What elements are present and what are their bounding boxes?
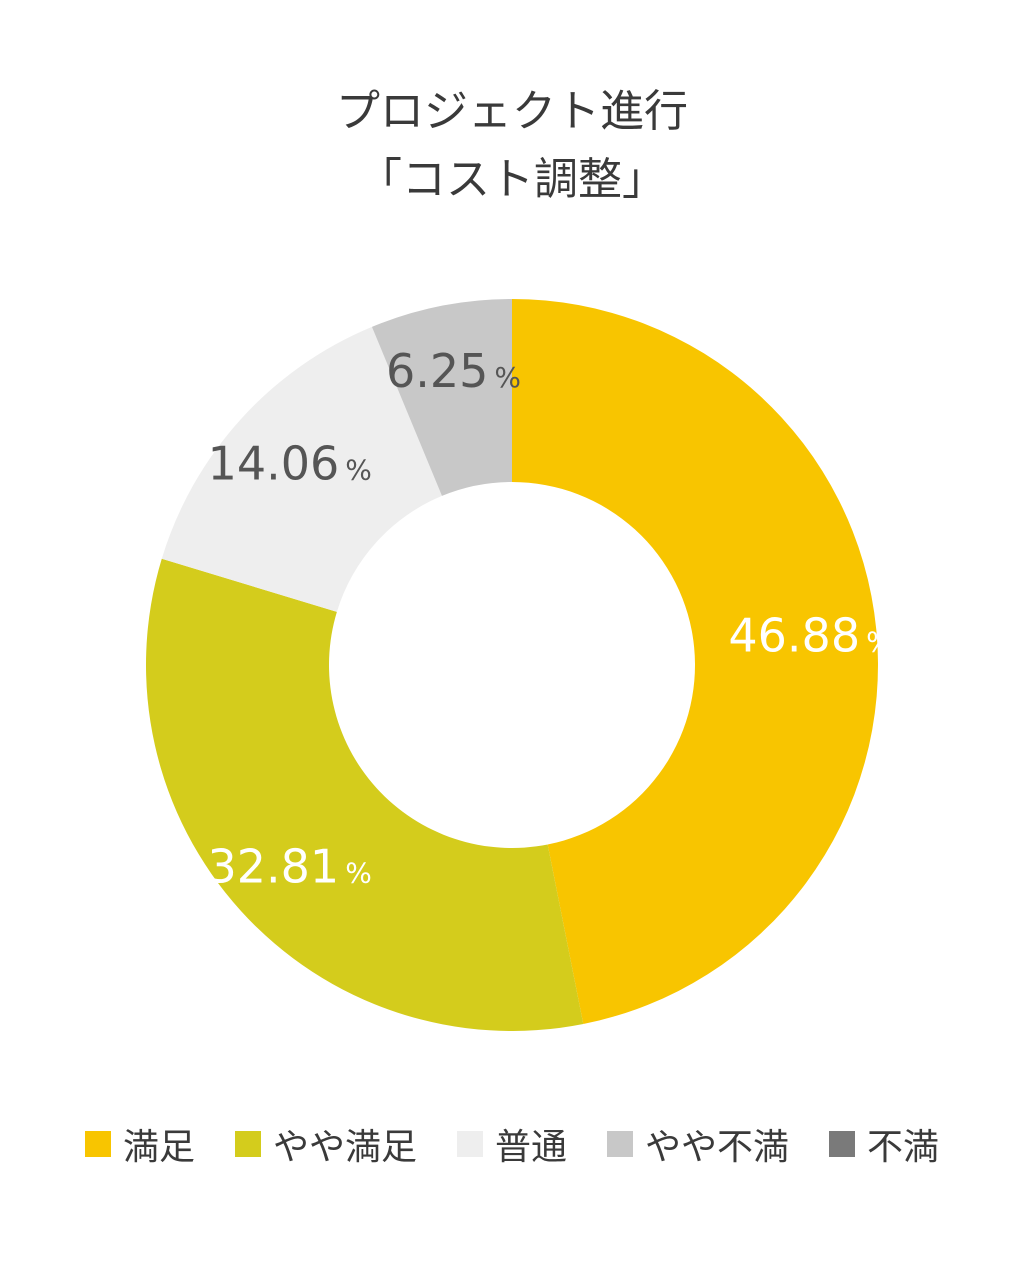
legend-swatch-1 bbox=[84, 1131, 111, 1157]
chart-title: プロジェクト進行 「コスト調整」 bbox=[0, 78, 1024, 214]
donut-label-3: 14.06% bbox=[208, 437, 372, 491]
donut-slice-2 bbox=[145, 558, 584, 1031]
legend-item-3: 普通 bbox=[456, 1118, 567, 1170]
legend-item-1: 満足 bbox=[84, 1118, 195, 1170]
legend-item-4: やや不満 bbox=[607, 1118, 789, 1170]
donut-label-4: 6.25% bbox=[386, 344, 521, 398]
legend-label-5: 不満 bbox=[867, 1127, 940, 1168]
legend-item-2: やや満足 bbox=[234, 1118, 417, 1170]
legend: 満足 やや満足 普通 やや不満 不満 bbox=[0, 1118, 1024, 1170]
chart-title-line-2: 「コスト調整」 bbox=[358, 154, 666, 205]
donut-value-labels: 46.88 % 32.81 % 14.06 % 6.25% bbox=[208, 344, 893, 894]
donut-slice-1 bbox=[512, 299, 878, 1024]
donut-slice-3 bbox=[161, 326, 442, 612]
legend-swatch-4 bbox=[607, 1131, 633, 1157]
legend-label-2: やや満足 bbox=[272, 1127, 417, 1168]
legend-label-1: 満足 bbox=[122, 1127, 195, 1168]
legend-label-3: 普通 bbox=[494, 1127, 567, 1168]
legend-item-5: 不満 bbox=[829, 1118, 939, 1170]
donut-label-1: 46.88% bbox=[728, 609, 892, 663]
legend-swatch-5 bbox=[829, 1131, 856, 1157]
legend-swatch-2 bbox=[234, 1131, 261, 1157]
donut-slice-4 bbox=[371, 299, 512, 496]
legend-swatch-3 bbox=[456, 1131, 483, 1157]
chart-title-line-1: プロジェクト進行 bbox=[336, 86, 688, 137]
donut-slices bbox=[145, 299, 878, 1031]
legend-label-4: やや不満 bbox=[645, 1127, 790, 1168]
donut-label-2: 32.81% bbox=[208, 839, 372, 893]
